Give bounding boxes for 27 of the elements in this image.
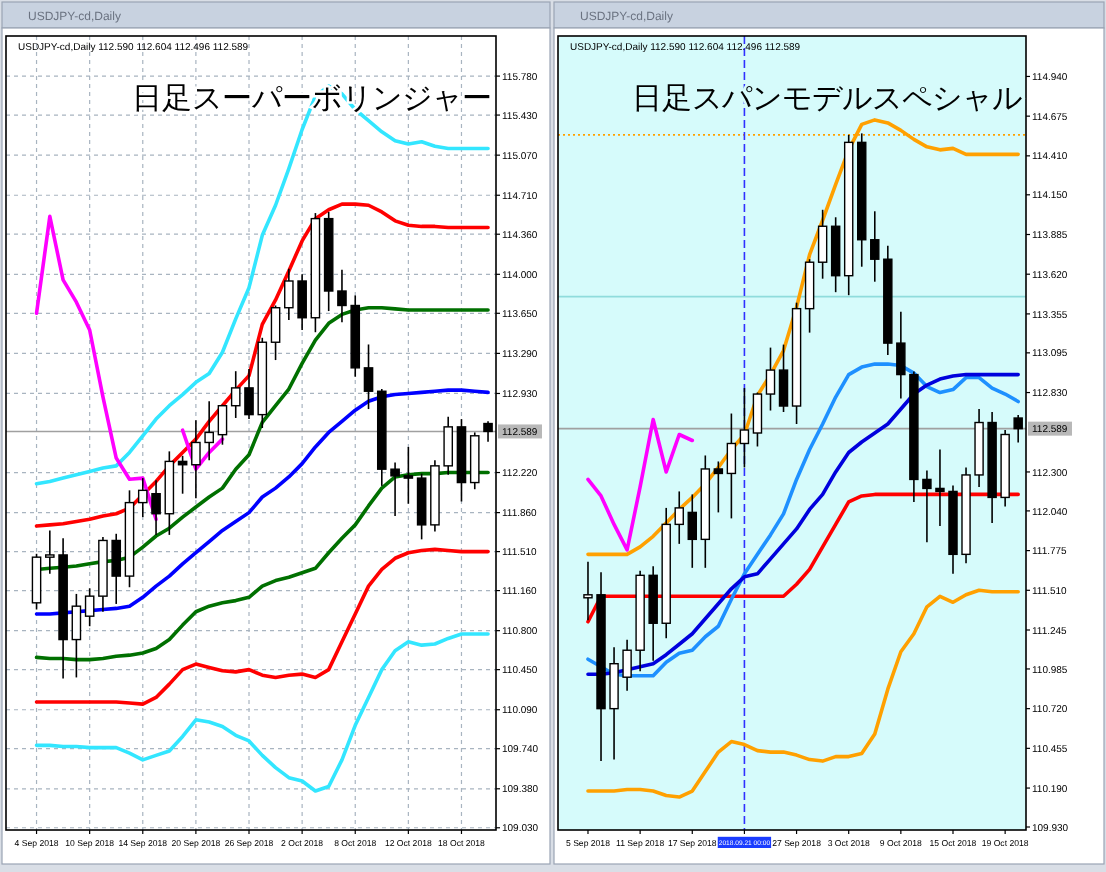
candlestick (804, 258, 815, 334)
line-series (34, 202, 490, 528)
candlestick (739, 387, 750, 469)
candlestick (469, 431, 480, 491)
candlestick (817, 208, 828, 280)
candlestick (713, 460, 724, 514)
line-series (34, 547, 490, 706)
candlestick (270, 304, 281, 361)
candlestick (726, 412, 737, 520)
candlestick (416, 472, 427, 541)
candlestick (31, 553, 42, 611)
text: 日足スーパーボリンジャー (132, 80, 492, 116)
line-series (586, 588, 1020, 799)
candlestick (217, 403, 228, 446)
candlestick (778, 343, 789, 413)
candlestick (687, 493, 698, 569)
line-series (586, 417, 695, 552)
candlestick (71, 593, 82, 679)
line-series (34, 84, 490, 486)
line-series (34, 470, 490, 662)
candlestick (363, 343, 374, 410)
text: 日足スパンモデルスペシャル (632, 80, 1022, 116)
line-series (34, 632, 490, 793)
candlestick (765, 346, 776, 412)
candlestick (403, 446, 414, 505)
candlestick (84, 587, 95, 628)
candlestick (752, 391, 763, 448)
